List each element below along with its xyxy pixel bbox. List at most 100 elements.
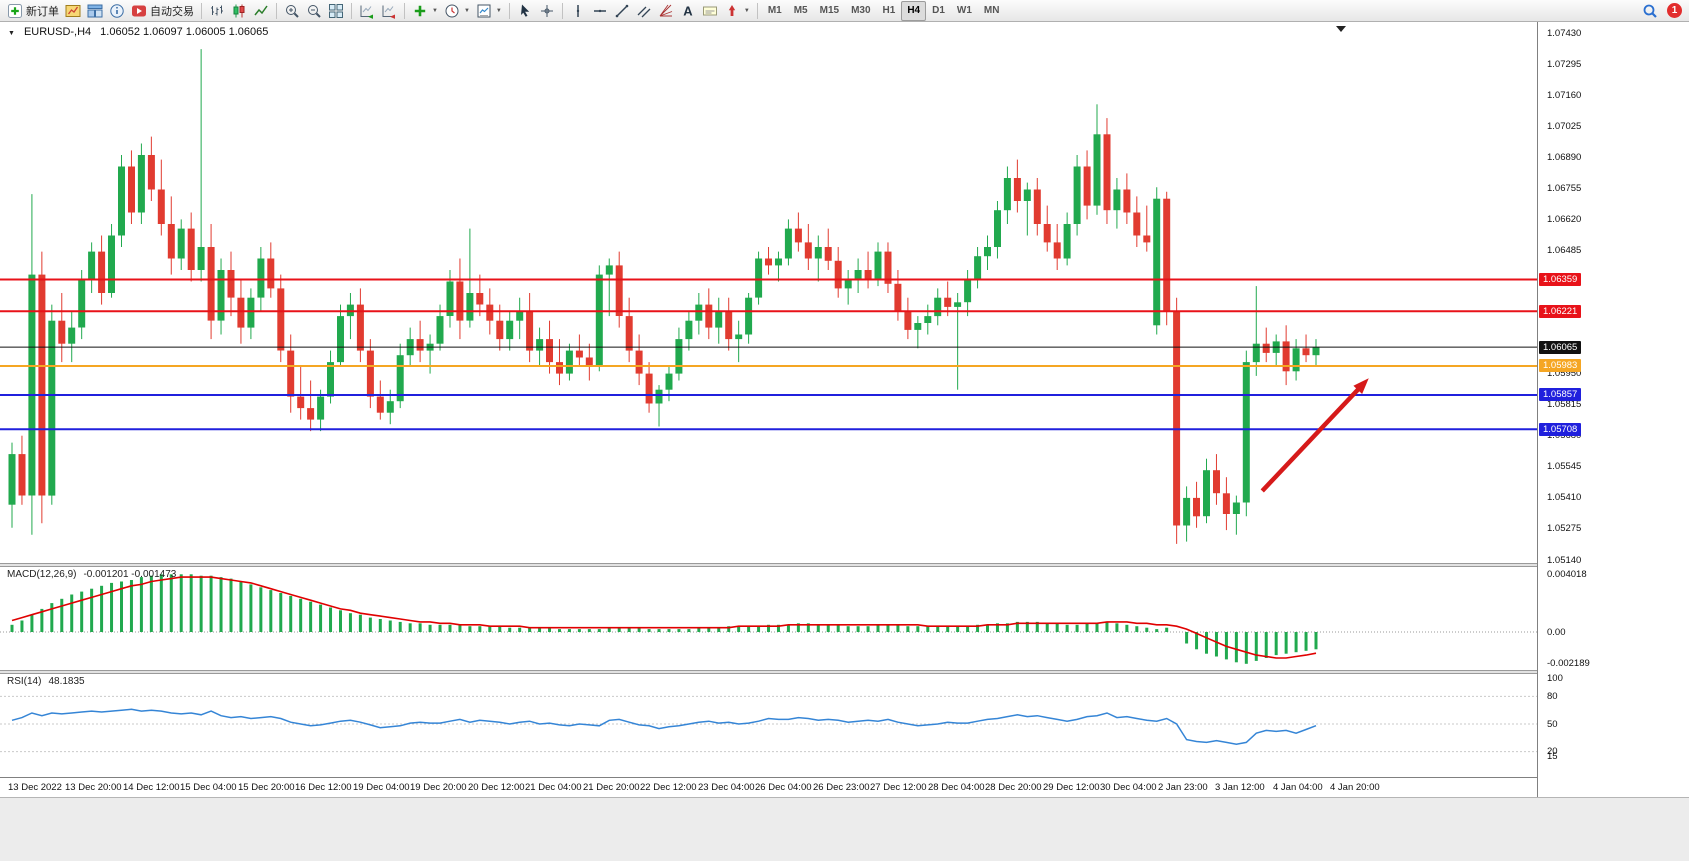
price-axis-label: 1.06485 — [1547, 245, 1582, 256]
tf-h1-button[interactable]: H1 — [877, 1, 902, 21]
arrows-button[interactable]: ▼ — [721, 1, 753, 21]
rsi-canvas[interactable] — [0, 674, 1537, 777]
chevron-down-icon: ▼ — [432, 7, 438, 14]
zoom-in-button[interactable] — [281, 1, 303, 21]
main-chart-panel: ▼ EURUSD-,H4 1.06052 1.06097 1.06005 1.0… — [0, 22, 1537, 563]
main-chart-canvas[interactable] — [0, 22, 1537, 563]
tf-h4-button-label: H4 — [907, 5, 921, 16]
support-price-badge: 1.05857 — [1539, 388, 1582, 401]
text-label-icon — [702, 6, 717, 15]
support-price-badge: 1.05708 — [1539, 423, 1582, 436]
tile-windows-button[interactable] — [325, 1, 347, 21]
rsi-axis-label: 50 — [1547, 719, 1558, 730]
tf-m30-button-label: M30 — [851, 5, 871, 16]
crosshair-button[interactable] — [536, 1, 558, 21]
candles-icon — [233, 4, 245, 17]
text-icon: A — [683, 3, 693, 18]
tf-mn-button[interactable]: MN — [978, 1, 1006, 21]
zoom-out-button[interactable] — [303, 1, 325, 21]
chart-shift-button[interactable] — [378, 1, 400, 21]
price-axis: 1.07430 1.07295 1.07160 1.07025 1.06890 1.067… — [1537, 22, 1689, 797]
time-axis-label: 13 Dec 2022 — [8, 782, 62, 793]
rsi-axis-label: 15 — [1547, 751, 1558, 762]
data-window-button[interactable] — [106, 1, 128, 21]
line-chart-icon — [254, 5, 268, 15]
price-axis-label: 1.06890 — [1547, 152, 1582, 163]
horizontal-line-icon — [593, 9, 606, 12]
rsi-header: RSI(14) 48.1835 — [7, 676, 85, 687]
toolbar-separator — [276, 2, 277, 19]
tf-d1-button[interactable]: D1 — [926, 1, 951, 21]
time-axis-label: 28 Dec 20:00 — [985, 782, 1042, 793]
panel-resize-handle[interactable] — [0, 563, 1537, 567]
fibonacci-button[interactable] — [655, 1, 677, 21]
time-axis-label: 20 Dec 12:00 — [468, 782, 525, 793]
price-axis-label: 1.07430 — [1547, 28, 1582, 39]
new-order-button[interactable]: 新订单 — [4, 1, 62, 21]
horizontal-line-button[interactable] — [589, 1, 611, 21]
trendline-button[interactable] — [611, 1, 633, 21]
tf-w1-button[interactable]: W1 — [951, 1, 978, 21]
time-axis-label: 13 Dec 20:00 — [65, 782, 122, 793]
line-chart-button[interactable] — [250, 1, 272, 21]
channel-button[interactable] — [633, 1, 655, 21]
candlestick-chart-button[interactable] — [228, 1, 250, 21]
time-axis-label: 19 Dec 04:00 — [353, 782, 410, 793]
tf-h1-button-label: H1 — [882, 5, 896, 16]
add-indicator-icon — [414, 5, 426, 16]
bars-icon — [211, 5, 223, 15]
zoom-in-icon — [286, 4, 299, 18]
vertical-line-icon — [576, 4, 580, 17]
panel-resize-handle[interactable] — [0, 670, 1537, 674]
tf-d1-button-label: D1 — [932, 5, 945, 16]
crosshair-icon — [540, 4, 553, 17]
search-button[interactable] — [1639, 1, 1661, 21]
macd-canvas[interactable] — [0, 567, 1537, 670]
time-axis-label: 26 Dec 23:00 — [813, 782, 870, 793]
tf-m30-button[interactable]: M30 — [845, 1, 876, 21]
text-label-button[interactable] — [699, 1, 721, 21]
time-axis-label: 21 Dec 20:00 — [583, 782, 640, 793]
cursor-icon — [520, 4, 530, 17]
tf-m1-button[interactable]: M1 — [762, 1, 788, 21]
new-order-button-label: 新订单 — [26, 5, 59, 18]
tf-h4-button[interactable]: H4 — [901, 0, 927, 21]
chart-stack: ▼ EURUSD-,H4 1.06052 1.06097 1.06005 1.0… — [0, 22, 1537, 797]
price-axis-label: 1.05410 — [1547, 492, 1582, 503]
zoom-out-icon — [308, 4, 321, 18]
templates-button[interactable]: ▼ — [473, 1, 505, 21]
cursor-button[interactable] — [514, 1, 536, 21]
time-axis-label: 4 Jan 20:00 — [1330, 782, 1380, 793]
rsi-label: RSI(14) — [7, 676, 42, 687]
current-price-price-badge: 1.06065 — [1539, 341, 1582, 354]
vertical-line-button[interactable] — [567, 1, 589, 21]
auto-trading-button[interactable]: 自动交易 — [128, 1, 197, 21]
time-axis-label: 4 Jan 04:00 — [1273, 782, 1323, 793]
toolbar-right: 1 — [1639, 1, 1685, 21]
tf-m5-button[interactable]: M5 — [788, 1, 814, 21]
notification-badge[interactable]: 1 — [1667, 3, 1682, 18]
price-axis-label: 1.05545 — [1547, 461, 1582, 472]
tf-m5-button-label: M5 — [793, 5, 808, 16]
periods-button[interactable]: ▼ — [441, 1, 473, 21]
chart-shift-icon — [382, 5, 395, 19]
text-button[interactable]: A — [677, 1, 699, 21]
template-icon — [477, 4, 491, 17]
price-axis-label: 1.05140 — [1547, 555, 1582, 566]
tf-m15-button-label: M15 — [819, 5, 840, 16]
profiles-button[interactable] — [84, 1, 106, 21]
chart-window-icon — [65, 4, 81, 17]
bar-chart-button[interactable] — [206, 1, 228, 21]
auto-scroll-button[interactable] — [356, 1, 378, 21]
time-axis-label: 15 Dec 04:00 — [180, 782, 237, 793]
add-indicator-button[interactable]: ▼ — [409, 1, 441, 21]
toolbar-separator — [404, 2, 405, 19]
tf-m15-button[interactable]: M15 — [814, 1, 845, 21]
price-axis-label: 1.05275 — [1547, 523, 1582, 534]
charts-button[interactable] — [62, 1, 84, 21]
chevron-down-icon[interactable]: ▼ — [8, 30, 15, 37]
macd-axis-label: 0.00 — [1547, 627, 1566, 638]
chart-header: ▼ EURUSD-,H4 1.06052 1.06097 1.06005 1.0… — [8, 26, 268, 38]
macd-header: MACD(12,26,9) -0.001201 -0.001473 — [7, 569, 176, 580]
chevron-down-icon: ▼ — [463, 7, 470, 14]
